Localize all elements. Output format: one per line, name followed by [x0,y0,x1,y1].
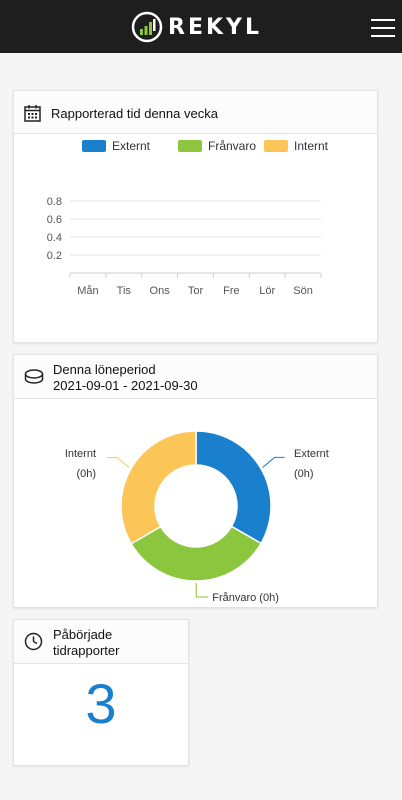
top-bar: REKYL [0,0,402,53]
y-tick-label-2: 0.6 [47,214,62,226]
donut-label-0: Externt [294,448,329,460]
hamburger-menu-icon[interactable] [371,18,395,38]
pay-period-donut-chart: Externt (0h) Frånvaro (0h) Internt (0h) [65,430,329,604]
coin-icon [24,369,44,384]
started-reports-card[interactable]: Påbörjade tidrapporter 3 [13,619,189,766]
donut-value-1: Frånvaro (0h) [212,592,279,604]
brand-name: REKYL [168,14,262,40]
legend-swatch-0[interactable] [82,140,106,152]
legend-label-2[interactable]: Internt [294,139,329,153]
weekly-bar-chart: Externt Frånvaro Internt 0.2 0.4 0.6 0.8 Mån Tis… [47,139,329,297]
clock-icon [24,632,43,651]
week-report-card: Rapporterad tid denna vecka Externt Frånv… [13,90,378,343]
x-tick-label-4: Fre [223,285,240,297]
rekyl-logo-icon [131,11,163,43]
donut-label-2: Internt [65,448,96,460]
legend-swatch-2[interactable] [264,140,288,152]
leader-line-2 [107,457,130,469]
legend-label-0[interactable]: Externt [112,139,151,153]
pay-period-dates: 2021-09-01 - 2021-09-30 [53,378,198,393]
calendar-icon [24,105,41,122]
x-tick-label-1: Tis [117,285,132,297]
leader-line-0 [262,456,285,468]
started-reports-count: 3 [85,672,117,735]
started-reports-title-line2: tidrapporter [53,643,120,658]
pay-period-card-header: Denna löneperiod 2021-09-01 - 2021-09-30 [14,355,377,399]
donut-slice-0[interactable] [195,430,272,545]
week-report-title: Rapporterad tid denna vecka [51,106,218,121]
brand-logo[interactable]: REKYL [131,11,262,43]
x-tick-label-5: Lör [259,285,275,297]
started-reports-title-line1: Påbörjade [53,627,113,642]
pay-period-title: Denna löneperiod [53,362,156,377]
legend-label-1[interactable]: Frånvaro [208,139,256,153]
donut-value-2: (0h) [76,468,96,480]
x-tick-label-0: Mån [77,285,98,297]
week-report-card-header: Rapporterad tid denna vecka [14,91,377,134]
y-tick-label-3: 0.8 [47,196,62,208]
legend-swatch-1[interactable] [178,140,202,152]
started-reports-card-header: Påbörjade tidrapporter [14,620,188,664]
leader-line-1 [195,582,209,598]
y-tick-label-1: 0.4 [47,232,62,244]
donut-slice-2[interactable] [120,430,197,545]
donut-slice-1[interactable] [130,525,263,582]
x-tick-label-2: Ons [150,285,171,297]
donut-value-0: (0h) [294,468,314,480]
y-tick-label-0: 0.2 [47,250,62,262]
pay-period-card: Denna löneperiod 2021-09-01 - 2021-09-30… [13,354,378,608]
x-tick-label-3: Tor [188,285,204,297]
x-tick-label-6: Sön [293,285,313,297]
